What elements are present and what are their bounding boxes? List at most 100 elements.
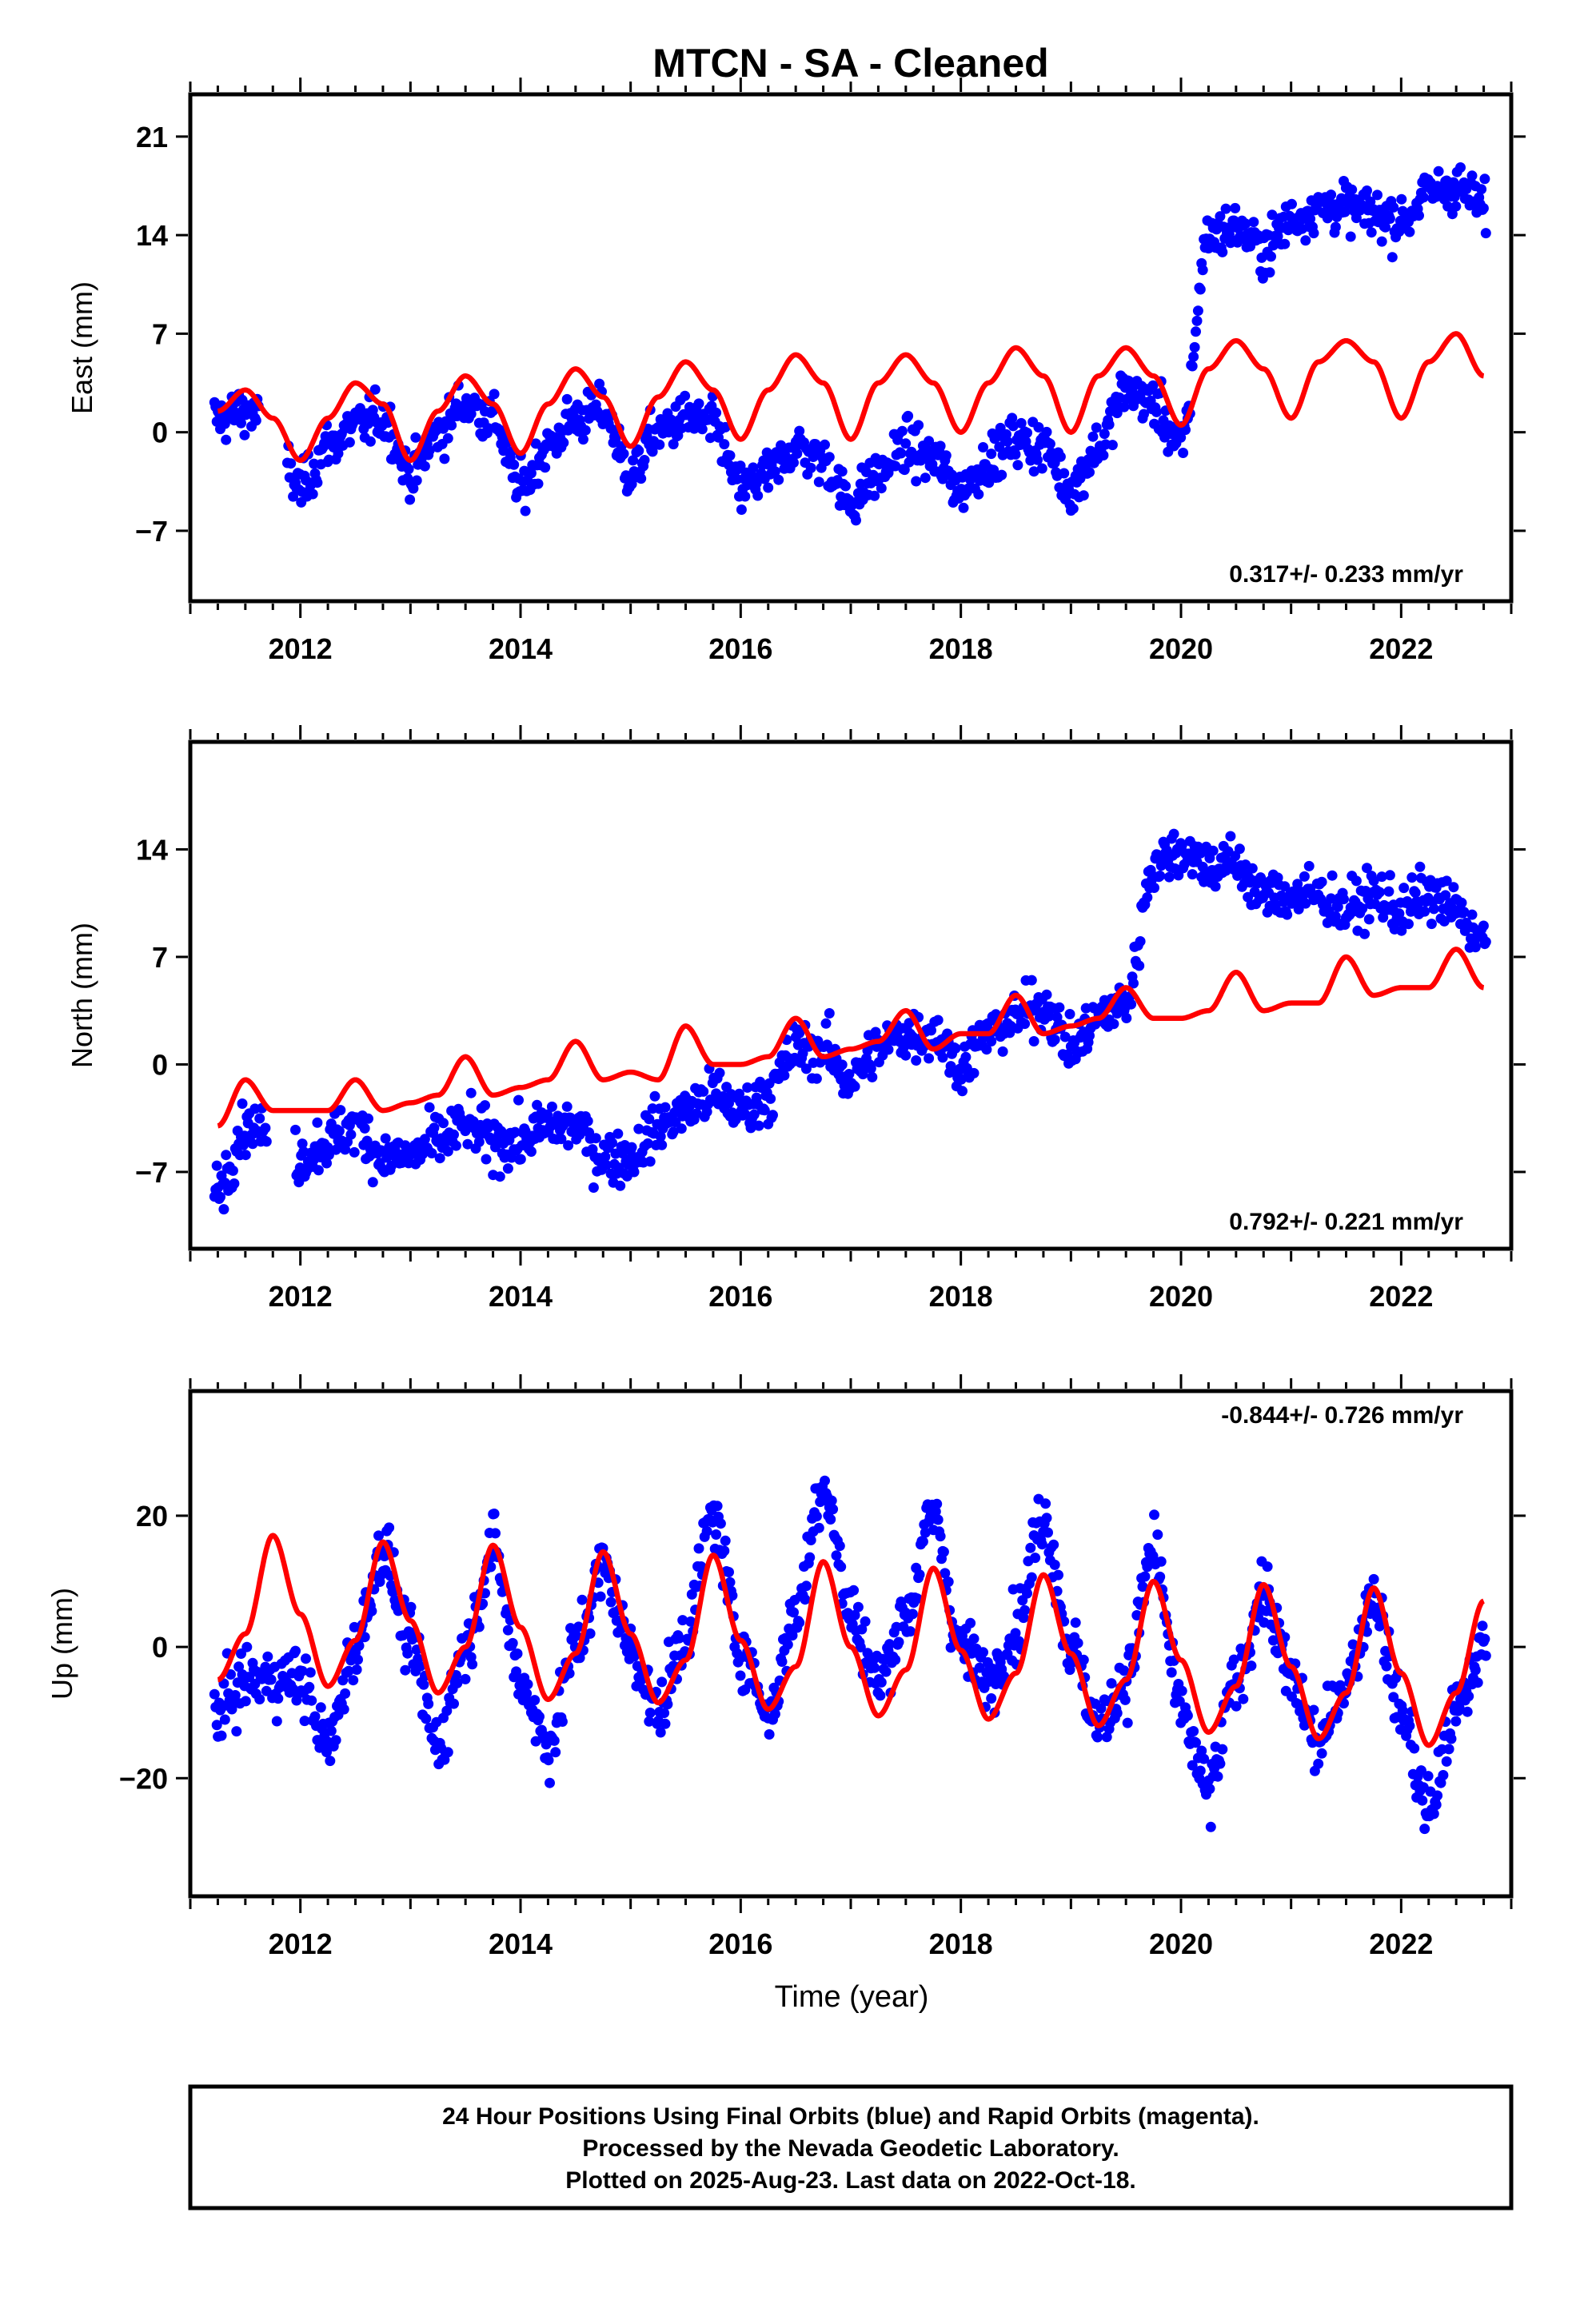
data-point (713, 432, 724, 443)
data-point (860, 1616, 871, 1627)
data-point (1247, 863, 1258, 874)
data-point (1142, 892, 1153, 903)
data-point (1240, 218, 1251, 229)
data-point (265, 1674, 277, 1685)
data-point (1111, 1708, 1123, 1719)
data-point (988, 1664, 999, 1675)
y-tick-label: 7 (152, 317, 168, 350)
data-point (556, 1134, 567, 1145)
data-point (797, 1048, 808, 1059)
data-point (1330, 911, 1341, 922)
data-point (221, 434, 232, 445)
data-point (943, 1577, 954, 1588)
x-tick-label: 2016 (708, 1280, 772, 1313)
data-point (1182, 1710, 1193, 1721)
data-point (1326, 189, 1337, 201)
data-point (442, 1146, 453, 1157)
data-point (1041, 989, 1052, 1000)
data-point (441, 1705, 453, 1716)
data-point (532, 1099, 543, 1110)
data-point (673, 1632, 684, 1644)
data-point (920, 472, 931, 484)
data-point (1347, 184, 1358, 195)
data-point (1428, 1808, 1439, 1820)
data-point (1187, 361, 1198, 372)
plot-frame (188, 739, 1514, 1251)
data-point (1048, 1539, 1059, 1550)
data-point (1470, 942, 1481, 953)
data-point (1119, 1694, 1131, 1705)
data-point (1225, 831, 1236, 842)
data-point (460, 1673, 471, 1684)
plot-frame (188, 1389, 1514, 1899)
data-point (794, 425, 805, 436)
data-point (1128, 978, 1139, 989)
data-point (321, 1158, 332, 1169)
x-axis-label: Time (year) (775, 1980, 929, 2014)
data-point (698, 1086, 709, 1097)
data-point (209, 1688, 220, 1700)
data-point (776, 1656, 788, 1667)
data-point (229, 1690, 241, 1700)
data-point (1478, 920, 1489, 931)
data-point (782, 1639, 793, 1650)
data-point (656, 1676, 668, 1688)
data-point (1336, 193, 1347, 204)
data-point (1345, 231, 1356, 242)
data-point (1191, 326, 1201, 337)
data-point (899, 464, 910, 476)
data-point (748, 1109, 760, 1120)
data-point (1419, 906, 1430, 917)
data-point (644, 1156, 656, 1167)
footer-line-1: 24 Hour Positions Using Final Orbits (bl… (442, 2103, 1259, 2130)
data-point (1410, 887, 1421, 899)
data-point (1007, 421, 1019, 432)
data-point (945, 1061, 956, 1072)
data-point (509, 1126, 521, 1138)
data-point (769, 1708, 780, 1720)
data-point (1267, 240, 1279, 251)
data-point (290, 1645, 301, 1656)
data-point (534, 1711, 545, 1722)
data-point (498, 445, 509, 456)
data-point (840, 480, 851, 492)
data-point (1279, 881, 1291, 892)
data-point (867, 1071, 878, 1082)
data-point (763, 482, 774, 493)
data-point (1279, 238, 1291, 249)
data-point (1155, 1556, 1167, 1567)
data-point (410, 432, 421, 443)
data-point (1363, 914, 1375, 925)
model-curve (216, 947, 1486, 1129)
data-point (462, 1138, 473, 1150)
data-point (805, 1535, 816, 1545)
data-point (1043, 1527, 1053, 1538)
data-point (513, 1094, 524, 1106)
data-point (369, 384, 381, 395)
data-point (668, 1126, 679, 1138)
data-point (1292, 879, 1303, 890)
data-point (480, 1100, 490, 1111)
data-point (1078, 490, 1089, 501)
data-point (1040, 1498, 1051, 1509)
data-point (405, 1601, 417, 1612)
data-point (373, 1530, 384, 1541)
data-point (968, 1633, 980, 1644)
data-point (1249, 887, 1260, 898)
data-point (904, 1018, 915, 1029)
data-point (1022, 427, 1032, 438)
data-point (1368, 875, 1379, 887)
data-point (1381, 1660, 1392, 1672)
data-point (1152, 1529, 1163, 1541)
model-curve (216, 1533, 1486, 1748)
data-point (1303, 860, 1315, 871)
data-point (1187, 869, 1198, 880)
data-point (1078, 1654, 1089, 1665)
data-point (1101, 1732, 1112, 1743)
data-point (1095, 1703, 1107, 1714)
data-point (1191, 315, 1203, 326)
data-point (1374, 887, 1385, 898)
data-point (1326, 893, 1337, 904)
data-point (1070, 1617, 1081, 1628)
data-point (231, 1726, 242, 1737)
